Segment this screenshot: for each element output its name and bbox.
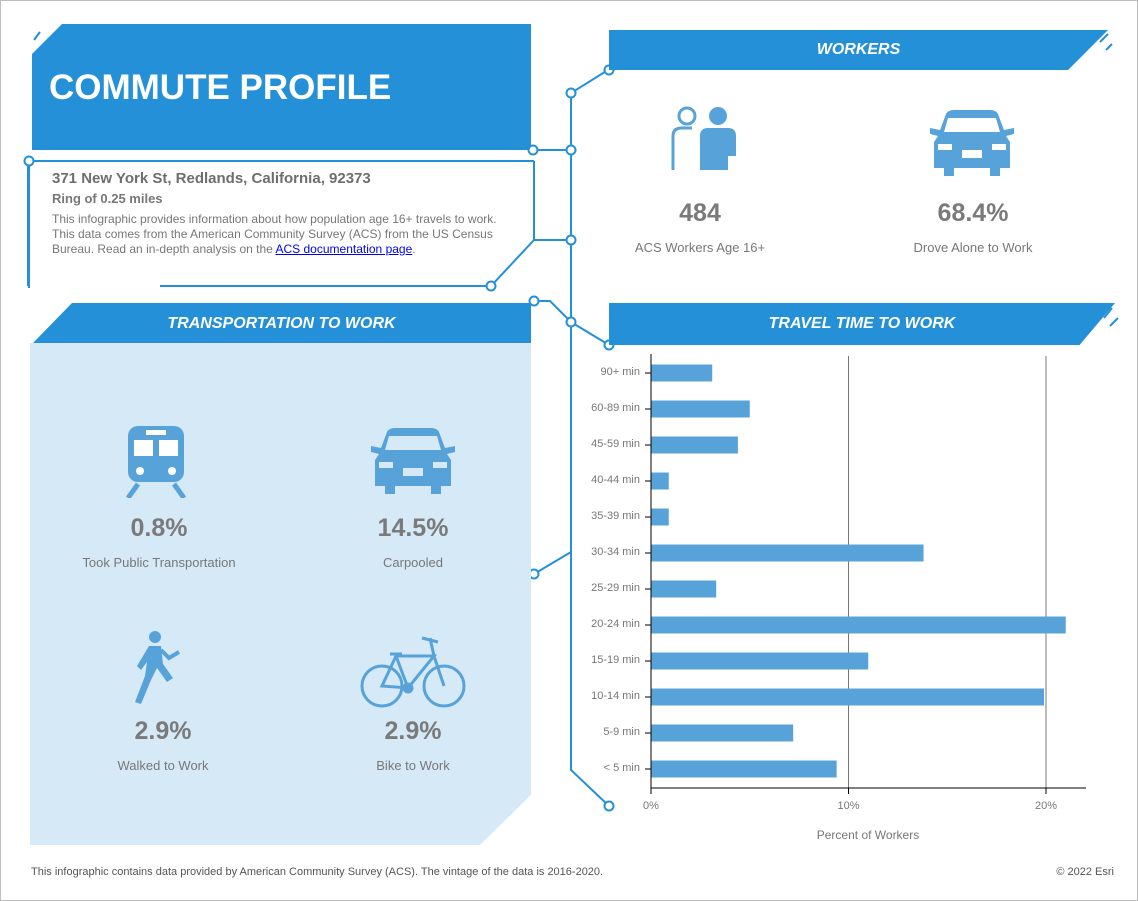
y-tick-label: 60-89 min [591, 402, 640, 414]
drove-alone-stat: 68.4% Drove Alone to Work [863, 199, 1083, 255]
y-tick-label: 20-24 min [591, 618, 640, 630]
footer-note: This infographic contains data provided … [31, 866, 604, 878]
walker-icon [135, 631, 181, 704]
bicycle-icon [360, 636, 466, 708]
bar [651, 616, 1066, 634]
y-tick-label: 45-59 min [591, 438, 640, 450]
x-axis-label: Percent of Workers [816, 828, 920, 842]
travel-time-header: TRAVEL TIME TO WORK [609, 303, 1115, 345]
bar [651, 508, 669, 526]
car-icon [371, 428, 455, 494]
bike-value: 2.9% [384, 717, 442, 745]
y-tick-label: 25-29 min [591, 582, 640, 594]
drove-alone-label: Drove Alone to Work [913, 240, 1033, 255]
y-tick-label: 5-9 min [603, 726, 640, 738]
workers-value: 484 [679, 199, 721, 227]
public-transport-label: Took Public Transportation [82, 555, 236, 570]
acs-documentation-link[interactable]: ACS documentation page [275, 242, 413, 256]
title-banner: COMMUTE PROFILE [32, 24, 531, 150]
bar [651, 364, 713, 382]
bar [651, 652, 869, 670]
bar [651, 472, 669, 490]
transportation-header: TRANSPORTATION TO WORK [32, 303, 531, 344]
bike-stat: 2.9% Bike to Work [303, 717, 523, 773]
workers-label: ACS Workers Age 16+ [634, 240, 766, 255]
y-tick-label: 30-34 min [591, 546, 640, 558]
workers-stat: 484 ACS Workers Age 16+ [590, 199, 810, 255]
transportation-panel [30, 343, 531, 845]
description: This infographic provides information ab… [52, 212, 512, 257]
bike-label: Bike to Work [376, 758, 450, 773]
ring-label: Ring of 0.25 miles [52, 191, 163, 206]
address: 371 New York St, Redlands, California, 9… [52, 170, 371, 187]
bar [651, 688, 1045, 706]
bar [651, 544, 924, 562]
walked-stat: 2.9% Walked to Work [53, 717, 273, 773]
y-tick-label: 35-39 min [591, 510, 640, 522]
carpool-value: 14.5% [377, 514, 449, 542]
carpool-label: Carpooled [383, 555, 443, 570]
bar [651, 436, 738, 454]
address-box: 371 New York St, Redlands, California, 9… [28, 160, 534, 288]
y-tick-label: 90+ min [600, 366, 640, 378]
y-tick-label: 10-14 min [591, 690, 640, 702]
copyright: © 2022 Esri [1056, 866, 1114, 878]
bar [651, 400, 750, 418]
bar [651, 580, 717, 598]
bar [651, 760, 837, 778]
bar [651, 724, 794, 742]
people-icon [671, 106, 736, 170]
public-transport-value: 0.8% [130, 514, 188, 542]
description-text: This infographic provides information ab… [52, 212, 497, 256]
x-tick-label: 0% [643, 800, 659, 812]
carpool-stat: 14.5% Carpooled [303, 514, 523, 570]
page-title: COMMUTE PROFILE [49, 68, 392, 107]
public-transport-stat: 0.8% Took Public Transportation [49, 514, 269, 570]
description-end: . [412, 242, 416, 256]
y-tick-label: 15-19 min [591, 654, 640, 666]
drove-alone-value: 68.4% [937, 199, 1009, 227]
walked-label: Walked to Work [117, 758, 209, 773]
workers-header: WORKERS [609, 30, 1108, 70]
train-icon [126, 426, 186, 498]
car-icon [930, 110, 1014, 176]
y-tick-label: 40-44 min [591, 474, 640, 486]
y-tick-label: < 5 min [603, 762, 640, 774]
walked-value: 2.9% [134, 717, 192, 745]
x-tick-label: 20% [1034, 800, 1058, 812]
x-tick-label: 10% [837, 800, 860, 812]
